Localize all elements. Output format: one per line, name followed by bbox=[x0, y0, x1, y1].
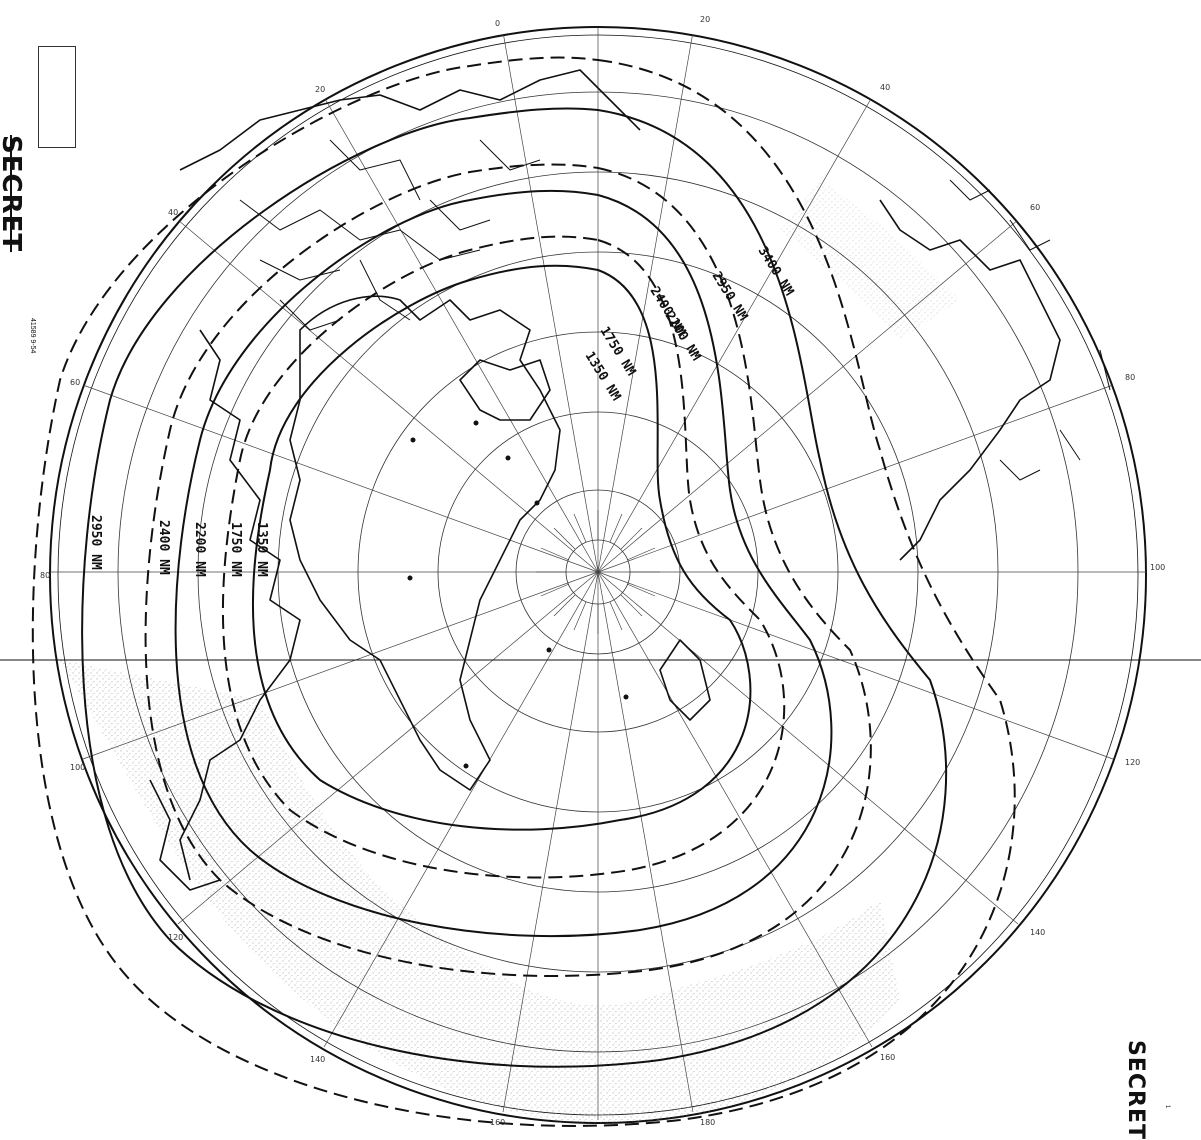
east-inlets bbox=[949, 179, 1111, 481]
lon-label: 20 bbox=[315, 85, 325, 94]
ring-label-2950-west: 2950 NM bbox=[88, 515, 103, 570]
ring-2200 bbox=[174, 189, 833, 938]
east-coast bbox=[879, 199, 1061, 561]
northern-coast bbox=[179, 69, 641, 171]
lon-label: 180 bbox=[700, 1118, 715, 1127]
lon-label: 140 bbox=[1030, 928, 1045, 937]
stippled-ocean bbox=[60, 660, 900, 1123]
lon-label: 120 bbox=[168, 933, 183, 942]
ring-3400 bbox=[31, 56, 1016, 1127]
lon-label: 40 bbox=[168, 208, 178, 217]
lon-label: 20 bbox=[700, 15, 710, 24]
ring-2400 bbox=[144, 163, 872, 977]
south-coast bbox=[149, 779, 221, 891]
western-coast bbox=[179, 329, 301, 881]
lon-label: 160 bbox=[490, 1118, 505, 1127]
lon-label: 0 bbox=[495, 19, 500, 28]
ring-label-2200-west: 2200 NM bbox=[192, 522, 207, 577]
target-points bbox=[407, 420, 629, 769]
longitude-labels: 20 40 60 80 100 120 140 160 180 160 140 … bbox=[40, 15, 1165, 1127]
ring-1750 bbox=[222, 235, 786, 879]
coastlines bbox=[149, 69, 1111, 891]
stamp-word-top: SECRET bbox=[0, 135, 26, 253]
lon-label: 60 bbox=[1030, 203, 1040, 212]
serial-number: 41589 9-54 bbox=[29, 318, 36, 354]
inner-rivers bbox=[239, 139, 541, 331]
lon-label: 60 bbox=[70, 378, 80, 387]
lon-label: 160 bbox=[880, 1053, 895, 1062]
ring-1350 bbox=[251, 264, 752, 831]
meridian-grid bbox=[50, 27, 1146, 1120]
lon-label: 100 bbox=[70, 763, 85, 772]
lon-label: 40 bbox=[880, 83, 890, 92]
lon-label: 140 bbox=[310, 1055, 325, 1064]
lon-label: 100 bbox=[1150, 563, 1165, 572]
classification-stamp-top: SECRET bbox=[0, 40, 78, 252]
stippled-ocean-2 bbox=[780, 180, 960, 340]
classification-stamp-bottom: SECRET bbox=[1123, 1040, 1148, 1140]
ring-label-1750-west: 1750 NM bbox=[228, 522, 243, 577]
central-lake bbox=[459, 359, 551, 421]
stamp-box bbox=[38, 46, 76, 148]
ring-2950 bbox=[81, 107, 948, 1068]
ring-label-1350-west: 1350 NM bbox=[254, 522, 269, 577]
main-landmass bbox=[289, 295, 561, 791]
lon-label: 80 bbox=[40, 571, 50, 580]
pole-ticks bbox=[536, 510, 660, 634]
page-note: 1 bbox=[1164, 1105, 1170, 1109]
range-rings bbox=[31, 56, 1016, 1127]
ring-label-2400-west: 2400 NM bbox=[156, 520, 171, 575]
southern-peninsula bbox=[659, 639, 711, 721]
lon-label: 120 bbox=[1125, 758, 1140, 767]
lon-label: 80 bbox=[1125, 373, 1135, 382]
